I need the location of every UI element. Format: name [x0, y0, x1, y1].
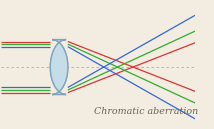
Polygon shape — [50, 40, 68, 94]
Polygon shape — [50, 40, 68, 94]
Text: Chromatic aberration: Chromatic aberration — [94, 107, 198, 116]
